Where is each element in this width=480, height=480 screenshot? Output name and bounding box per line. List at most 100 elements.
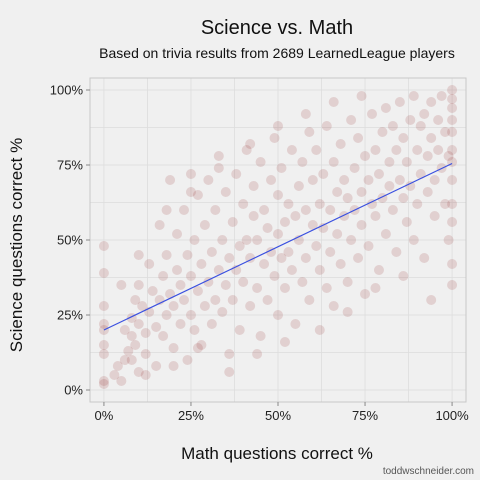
data-point [398,271,409,281]
y-tick-label: 100% [50,83,84,98]
data-point [447,85,458,95]
data-point [168,361,179,371]
data-point [440,199,451,209]
data-point [415,169,426,179]
data-point [259,205,270,215]
data-point [179,295,189,305]
data-point [443,151,454,161]
x-tick-label: 100% [435,408,469,423]
data-point [210,295,221,305]
data-point [342,277,353,287]
data-point [220,187,231,197]
data-point [283,199,294,209]
data-point [175,319,186,329]
data-point [300,205,311,215]
data-point [332,229,343,239]
data-point [363,241,374,251]
y-axis-title: Science questions correct % [7,138,26,353]
data-point [266,175,277,185]
data-point [262,295,273,305]
data-point [422,187,433,197]
data-point [360,289,371,299]
data-point [203,175,214,185]
data-point [182,250,193,260]
x-tick-label: 50% [265,408,291,423]
data-point [339,175,350,185]
data-point [217,235,228,245]
data-point [259,259,270,269]
data-point [346,115,357,125]
data-point [353,253,364,263]
data-point [255,157,266,167]
data-point [443,235,454,245]
data-point [398,133,409,143]
data-point [447,127,458,137]
data-point [297,157,308,167]
data-point [119,355,130,365]
data-point [321,283,332,293]
data-point [440,127,451,137]
data-point [377,127,388,137]
data-point [140,349,151,359]
data-point [196,259,207,269]
data-point [342,307,353,317]
data-point [426,133,437,143]
data-point [161,250,172,260]
data-point [224,367,235,377]
data-point [373,265,384,275]
data-point [314,199,325,209]
data-point [380,103,391,113]
data-point [140,370,151,380]
data-point [158,331,169,341]
data-point [279,337,290,347]
data-point [133,280,144,290]
data-point [130,295,141,305]
data-point [168,301,179,311]
data-point [252,349,263,359]
data-point [286,145,297,155]
data-point [279,217,290,227]
data-point [447,145,458,155]
data-point [227,217,238,227]
y-tick-label: 0% [64,383,83,398]
data-point [199,301,210,311]
x-tick-label: 75% [352,408,378,423]
data-point [123,346,134,356]
data-point [273,310,283,320]
data-point [192,286,203,296]
data-point [206,247,217,257]
data-point [245,253,256,263]
data-point [112,361,123,371]
data-point [405,181,416,191]
data-point [234,241,245,251]
data-point [248,211,259,221]
data-point [206,319,217,329]
data-point [245,301,256,311]
data-point [151,322,162,332]
data-point [133,250,144,260]
data-point [328,301,339,311]
data-point [182,355,193,365]
data-point [116,376,127,386]
data-point [133,367,144,377]
data-point [447,259,458,269]
credit-text: toddwschneider.com [383,466,474,477]
data-point [387,121,398,131]
data-point [360,151,371,161]
data-point [332,187,343,197]
data-point [290,319,301,329]
data-point [447,199,458,209]
data-point [98,301,109,311]
data-point [353,133,364,143]
data-point [394,175,405,185]
data-point [429,211,440,221]
data-point [161,205,172,215]
data-point [412,145,423,155]
data-point [419,253,430,263]
data-point [168,343,179,353]
data-point [98,379,109,389]
data-point [144,259,155,269]
data-point [419,109,430,119]
data-point [373,169,384,179]
